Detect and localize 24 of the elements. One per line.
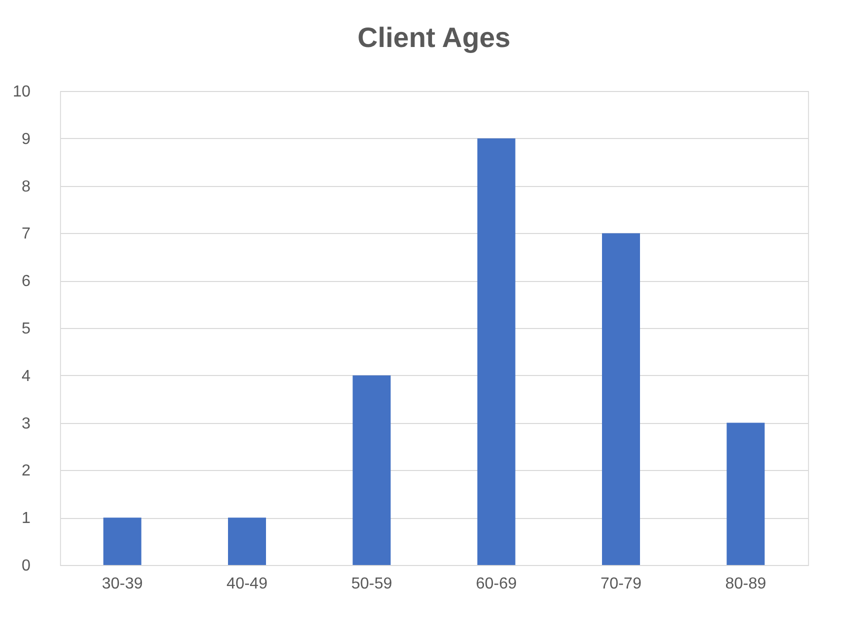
bar: [602, 233, 640, 565]
bar: [477, 138, 516, 565]
x-tick-label: 80-89: [725, 576, 766, 592]
y-tick-label: 0: [22, 558, 31, 574]
bar: [726, 422, 765, 565]
y-tick-label: 6: [22, 273, 31, 290]
x-tick-label: 70-79: [600, 576, 642, 592]
x-tick-label: 40-49: [226, 576, 268, 592]
y-tick-label: 5: [22, 320, 31, 338]
y-tick-label: 10: [12, 84, 31, 100]
bar: [103, 518, 142, 565]
y-tick-label: 1: [22, 510, 31, 528]
y-tick-label: 4: [22, 368, 31, 385]
x-tick-label: 30-39: [102, 576, 143, 592]
bar: [228, 518, 266, 565]
x-tick-label: 50-59: [351, 576, 392, 592]
y-tick-label: 2: [22, 462, 31, 480]
y-tick-label: 9: [22, 130, 31, 148]
chart-title: Client Ages: [358, 22, 510, 53]
bar: [352, 375, 391, 565]
y-tick-label: 8: [22, 178, 31, 196]
y-tick-label: 3: [22, 415, 31, 432]
y-tick-label: 7: [22, 226, 31, 243]
x-tick-label: 60-69: [476, 576, 517, 592]
